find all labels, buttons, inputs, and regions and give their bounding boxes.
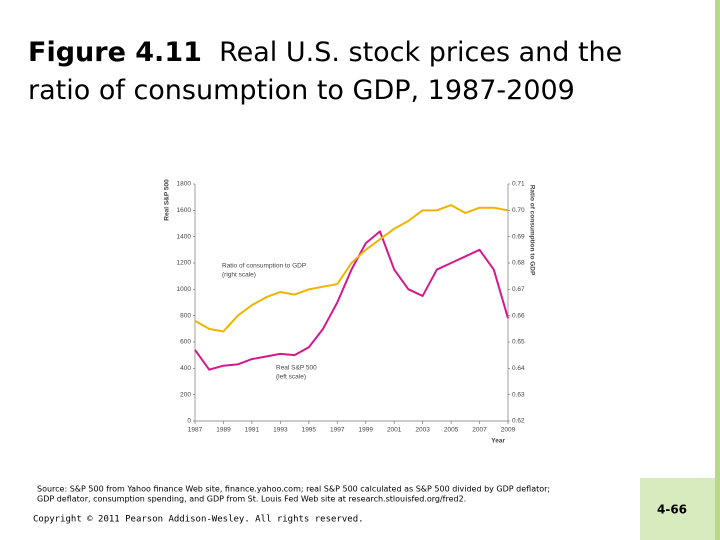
y2-tick-label: 0.63 xyxy=(512,391,525,398)
y-tick-label: 1000 xyxy=(177,286,192,293)
annotation: Real S&P 500 xyxy=(276,365,317,372)
y2-tick-label: 0.62 xyxy=(512,418,525,425)
y-tick-label: 1200 xyxy=(177,260,192,267)
y2-tick-label: 0.66 xyxy=(512,312,525,319)
source-line: GDP deflator, consumption spending, and … xyxy=(37,495,466,504)
y-tick-label: 1600 xyxy=(177,207,192,214)
x-tick-label: 2005 xyxy=(444,427,459,434)
page-number: 4-66 xyxy=(657,503,687,517)
figure-label: Figure 4.11 xyxy=(28,37,202,68)
x-tick-label: 2007 xyxy=(472,427,487,434)
y2-tick-label: 0.70 xyxy=(512,207,525,214)
x-tick-label: 1997 xyxy=(330,427,345,434)
x-tick-label: 2009 xyxy=(501,427,516,434)
annotation: (left scale) xyxy=(276,374,306,381)
x-tick-label: 2003 xyxy=(415,427,430,434)
y2-tick-label: 0.71 xyxy=(512,181,525,188)
y-tick-label: 1800 xyxy=(177,181,192,188)
copyright: Copyright © 2011 Pearson Addison-Wesley.… xyxy=(33,515,364,525)
y-tick-label: 1400 xyxy=(177,233,192,240)
annotation: Ratio of consumption to GDP xyxy=(222,263,306,270)
y2-tick-label: 0.68 xyxy=(512,260,525,267)
slide-title: Figure 4.11 Real U.S. stock prices and t… xyxy=(28,34,688,110)
annotation: (right scale) xyxy=(222,272,256,279)
y2-tick-label: 0.69 xyxy=(512,233,525,240)
x-axis-label: Year xyxy=(491,438,505,445)
y-tick-label: 800 xyxy=(180,312,191,319)
x-tick-label: 1991 xyxy=(245,427,260,434)
y-axis-label: Real S&P 500 xyxy=(164,179,171,221)
x-tick-label: 2001 xyxy=(387,427,402,434)
page-number-box xyxy=(640,478,715,540)
y2-axis-label: Ratio of consumption to GDP xyxy=(528,185,535,276)
x-tick-label: 1987 xyxy=(188,427,203,434)
source-line: Source: S&P 500 from Yahoo finance Web s… xyxy=(37,485,550,494)
y-tick-label: 200 xyxy=(180,391,191,398)
x-tick-label: 1995 xyxy=(302,427,317,434)
y2-tick-label: 0.67 xyxy=(512,286,525,293)
y-tick-label: 0 xyxy=(187,418,191,425)
y-tick-label: 600 xyxy=(180,339,191,346)
series-line xyxy=(194,230,509,371)
x-tick-label: 1989 xyxy=(216,427,231,434)
x-tick-label: 1993 xyxy=(273,427,288,434)
chart-title: Real U.S. stock prices and the ratio of … xyxy=(28,37,623,106)
y2-tick-label: 0.65 xyxy=(512,339,525,346)
y2-tick-label: 0.64 xyxy=(512,365,525,372)
series-line xyxy=(194,204,509,333)
y-tick-label: 400 xyxy=(180,365,191,372)
x-tick-label: 1999 xyxy=(358,427,373,434)
border-strip xyxy=(715,0,720,540)
